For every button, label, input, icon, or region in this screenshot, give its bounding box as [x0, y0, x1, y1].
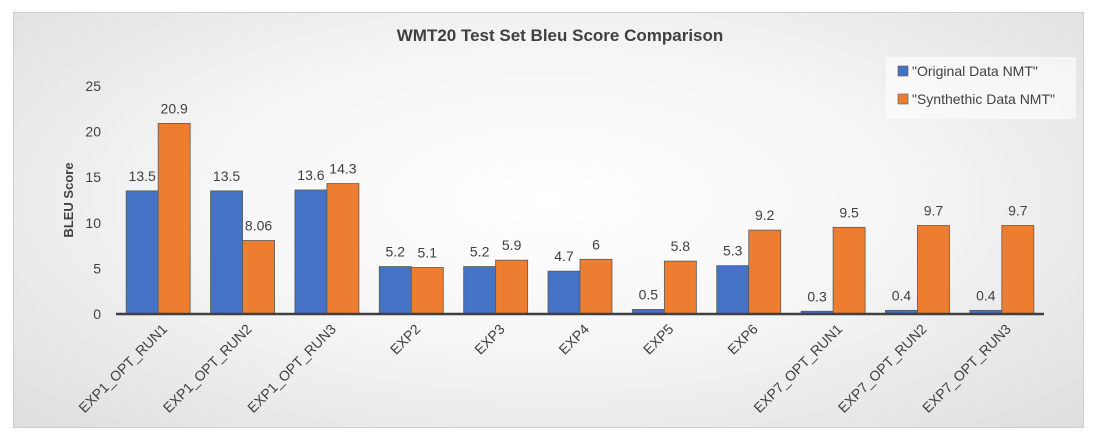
data-label: 5.9: [502, 237, 522, 253]
bar-original: [547, 270, 581, 315]
data-label: 6: [592, 236, 600, 252]
data-label: 13.5: [129, 168, 156, 184]
data-label: 5.8: [671, 238, 691, 254]
bar-synthetic: [242, 240, 275, 315]
y-tick-label: 10: [85, 215, 101, 231]
y-tick-label: 25: [85, 78, 101, 94]
x-tick-label: EXP1_OPT_RUN3: [244, 321, 339, 416]
bar-synthetic: [157, 122, 191, 315]
x-tick-label: EXP3: [471, 321, 508, 358]
data-label: 13.6: [297, 167, 324, 183]
chart-title: WMT20 Test Set Bleu Score Comparison: [397, 26, 724, 45]
data-label: 5.1: [418, 244, 438, 260]
data-label: 9.5: [839, 204, 859, 220]
bar-synthetic: [663, 260, 697, 315]
data-labels: 13.5 20.9 13.5 8.06 13.6 14.3 5.2 5.1 5.2 5.9 4.7 6…: [129, 100, 1028, 304]
bar-synthetic: [748, 229, 782, 315]
data-label: 5.3: [723, 243, 743, 259]
bar-original: [716, 265, 750, 315]
bar-synthetic: [579, 258, 613, 315]
data-label: 9.2: [755, 207, 775, 223]
data-label: 8.06: [245, 217, 272, 233]
legend-label: "Original Data NMT": [912, 63, 1038, 79]
bar-synthetic: [1001, 225, 1035, 315]
bar-original: [125, 190, 159, 315]
data-label: 14.3: [329, 161, 356, 177]
data-label: 0.5: [639, 286, 659, 302]
x-tick-label: EXP2: [387, 321, 424, 358]
bar-original: [463, 266, 497, 315]
bar-original: [378, 266, 412, 315]
x-tick-label: EXP1_OPT_RUN2: [160, 321, 255, 416]
x-tick-label: EXP7_OPT_RUN3: [919, 321, 1014, 416]
legend: "Original Data NMT" "Synthethic Data NMT": [886, 57, 1076, 119]
data-label: 9.7: [1008, 203, 1028, 219]
x-tick-label: EXP1_OPT_RUN1: [75, 321, 170, 416]
data-label: 20.9: [161, 100, 188, 116]
x-tick-label: EXP6: [724, 321, 761, 358]
data-label: 5.2: [470, 244, 490, 260]
x-tick-label: EXP7_OPT_RUN2: [835, 321, 930, 416]
y-tick-label: 0: [93, 306, 101, 322]
data-label: 0.4: [892, 287, 912, 303]
x-tick-label: EXP4: [555, 321, 592, 358]
x-tick-label: EXP7_OPT_RUN1: [750, 321, 845, 416]
bar-synthetic: [832, 226, 866, 315]
legend-swatch: [897, 65, 909, 77]
bar-original: [294, 189, 328, 315]
data-label: 4.7: [554, 248, 574, 264]
bar-synthetic: [917, 225, 950, 315]
data-label: 0.3: [807, 288, 827, 304]
legend-swatch: [897, 93, 909, 105]
y-tick-label: 15: [85, 169, 101, 185]
bar-synthetic: [410, 267, 444, 315]
data-label: 0.4: [976, 287, 996, 303]
y-axis-label: BLEU Score: [61, 162, 76, 237]
bar-original: [210, 190, 243, 315]
legend-label: "Synthethic Data NMT": [912, 91, 1055, 107]
data-label: 5.2: [386, 244, 406, 260]
y-tick-label: 20: [85, 124, 101, 140]
data-label: 9.7: [924, 203, 944, 219]
bars: [125, 122, 1035, 315]
bar-synthetic: [326, 183, 360, 315]
x-tick-label: EXP5: [640, 321, 677, 358]
data-label: 13.5: [213, 168, 240, 184]
bar-synthetic: [495, 259, 529, 315]
y-axis-ticks: 0 5 10 15 20 25: [85, 78, 101, 322]
legend-box: [886, 57, 1076, 119]
y-tick-label: 5: [93, 260, 101, 276]
